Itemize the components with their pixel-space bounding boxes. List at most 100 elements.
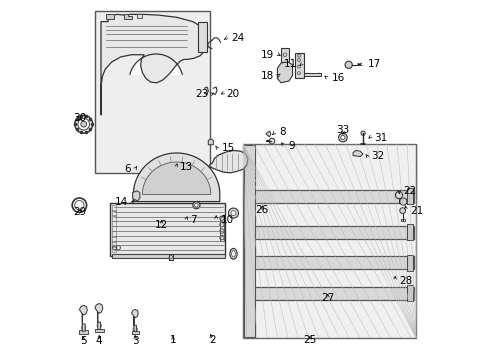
Bar [407,188,414,204]
Text: 11: 11 [284,59,297,69]
Circle shape [222,159,228,165]
Polygon shape [95,303,103,329]
Bar [407,255,414,271]
Bar [110,203,225,256]
Text: 2: 2 [209,335,216,345]
Text: 1: 1 [170,335,176,345]
Polygon shape [130,54,182,74]
Circle shape [201,39,204,42]
Bar [112,205,116,211]
Circle shape [361,131,365,135]
Text: 28: 28 [399,276,412,286]
Text: 17: 17 [368,59,381,69]
Text: 27: 27 [321,293,335,303]
Polygon shape [79,305,87,331]
Text: 29: 29 [73,207,86,217]
Polygon shape [131,309,138,331]
Bar [112,221,116,226]
Bar [245,190,414,203]
Circle shape [74,115,93,133]
Circle shape [400,208,406,213]
Circle shape [195,203,198,207]
Text: 24: 24 [231,33,245,43]
Text: 12: 12 [155,220,168,230]
Circle shape [81,121,87,127]
Circle shape [201,27,204,30]
Polygon shape [304,73,321,76]
Text: 4: 4 [96,336,102,346]
Text: 31: 31 [374,132,387,143]
Ellipse shape [232,251,235,257]
Bar [244,145,255,337]
Text: 33: 33 [336,125,349,135]
Bar [245,226,414,239]
Text: 13: 13 [180,162,194,172]
Circle shape [230,160,235,164]
Bar [112,210,116,216]
Polygon shape [266,131,271,137]
Text: 19: 19 [261,50,274,60]
Circle shape [339,133,347,142]
Bar [220,216,224,241]
Text: 16: 16 [332,73,345,84]
Bar [169,254,173,260]
Text: 32: 32 [371,150,384,161]
Text: 22: 22 [403,186,416,196]
Bar [245,188,251,204]
Circle shape [269,138,275,144]
Text: 18: 18 [261,71,274,81]
Text: 20: 20 [226,89,240,99]
Bar [245,255,251,271]
Bar [95,329,103,332]
Text: 14: 14 [115,197,128,207]
Bar [407,224,414,240]
Polygon shape [277,62,293,83]
Bar [112,254,225,258]
Text: 21: 21 [411,206,424,216]
Bar [400,219,405,221]
Bar [407,285,414,301]
Polygon shape [209,150,248,173]
Bar [112,215,116,221]
Text: 9: 9 [288,141,295,151]
Circle shape [201,45,204,48]
Polygon shape [133,191,140,201]
Bar [112,246,116,252]
Circle shape [201,32,204,35]
Circle shape [193,202,200,209]
Bar [95,11,210,173]
Bar [245,285,251,301]
Text: 5: 5 [80,336,86,346]
Circle shape [400,198,407,205]
Text: 25: 25 [303,335,317,345]
Text: 10: 10 [220,215,234,225]
Polygon shape [208,139,213,145]
Polygon shape [143,162,211,194]
Text: 23: 23 [195,89,208,99]
Circle shape [395,192,403,199]
Text: 7: 7 [190,215,197,225]
Polygon shape [124,14,132,19]
Circle shape [231,211,236,216]
Text: 3: 3 [132,336,139,346]
Text: 8: 8 [279,127,286,138]
Circle shape [228,208,239,218]
Bar [245,224,251,240]
Bar [112,226,116,231]
Bar [245,287,414,300]
Bar [112,236,116,242]
Text: 26: 26 [256,204,269,215]
Polygon shape [137,14,143,18]
Bar [131,331,139,334]
Polygon shape [133,153,220,202]
Bar [281,48,289,62]
Bar [112,241,116,247]
Circle shape [345,61,352,68]
Ellipse shape [230,248,237,259]
Text: 30: 30 [73,113,86,123]
Circle shape [341,135,345,140]
Bar [245,256,414,269]
Text: 15: 15 [221,143,235,153]
Circle shape [282,69,288,75]
Bar [112,231,116,237]
